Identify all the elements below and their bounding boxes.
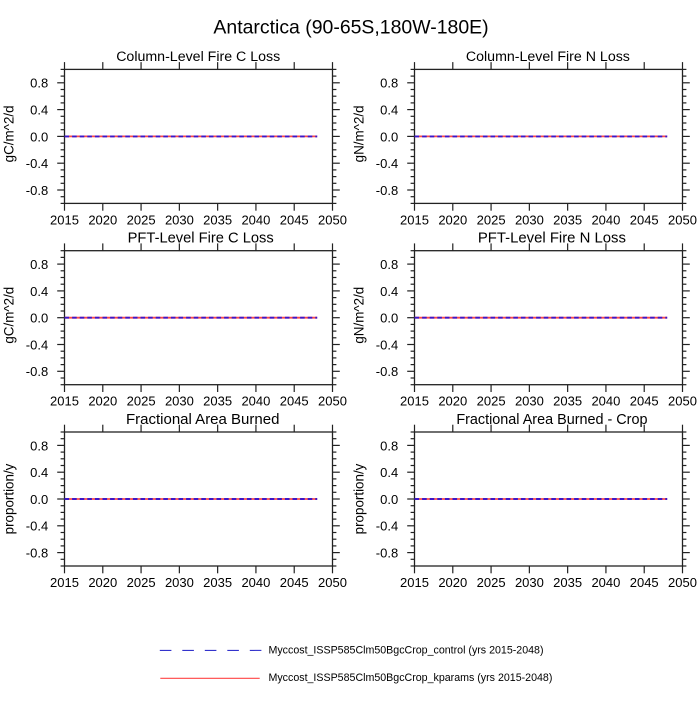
svg-text:2045: 2045 <box>280 394 309 409</box>
svg-text:2025: 2025 <box>477 212 506 227</box>
svg-text:-0.8: -0.8 <box>376 546 398 561</box>
svg-text:2030: 2030 <box>165 212 194 227</box>
svg-text:Myccost_ISSP585Clm50BgcCrop_kp: Myccost_ISSP585Clm50BgcCrop_kparams (yrs… <box>269 672 553 684</box>
svg-text:2040: 2040 <box>591 212 620 227</box>
svg-text:2050: 2050 <box>668 212 697 227</box>
svg-text:-0.8: -0.8 <box>26 546 48 561</box>
svg-text:2050: 2050 <box>318 394 347 409</box>
svg-text:0.8: 0.8 <box>380 438 398 453</box>
svg-text:2020: 2020 <box>88 394 117 409</box>
svg-text:2045: 2045 <box>630 212 659 227</box>
svg-text:2020: 2020 <box>438 212 467 227</box>
svg-text:2050: 2050 <box>668 394 697 409</box>
svg-text:0.8: 0.8 <box>380 76 398 91</box>
svg-text:2035: 2035 <box>553 212 582 227</box>
svg-text:2045: 2045 <box>280 212 309 227</box>
svg-text:gC/m^2/d: gC/m^2/d <box>2 287 17 344</box>
svg-text:-0.4: -0.4 <box>376 337 398 352</box>
svg-text:2030: 2030 <box>515 212 544 227</box>
svg-text:2015: 2015 <box>400 212 429 227</box>
svg-text:0.8: 0.8 <box>30 257 48 272</box>
svg-text:2015: 2015 <box>400 575 429 590</box>
svg-text:2045: 2045 <box>630 575 659 590</box>
svg-text:0.4: 0.4 <box>30 103 48 118</box>
svg-text:0.0: 0.0 <box>380 129 398 144</box>
svg-text:2040: 2040 <box>591 575 620 590</box>
svg-text:2030: 2030 <box>165 575 194 590</box>
svg-text:2030: 2030 <box>515 575 544 590</box>
svg-text:-0.4: -0.4 <box>26 519 48 534</box>
svg-text:2035: 2035 <box>203 575 232 590</box>
svg-text:2035: 2035 <box>553 575 582 590</box>
svg-text:gN/m^2/d: gN/m^2/d <box>352 105 367 162</box>
svg-text:2035: 2035 <box>553 394 582 409</box>
svg-text:0.0: 0.0 <box>380 311 398 326</box>
svg-text:2020: 2020 <box>438 394 467 409</box>
svg-text:2050: 2050 <box>318 212 347 227</box>
svg-text:2045: 2045 <box>280 575 309 590</box>
svg-text:0.8: 0.8 <box>30 76 48 91</box>
svg-text:0.8: 0.8 <box>30 438 48 453</box>
svg-text:Column-Level Fire N Loss: Column-Level Fire N Loss <box>466 49 630 65</box>
svg-text:0.0: 0.0 <box>30 311 48 326</box>
svg-text:-0.4: -0.4 <box>26 156 48 171</box>
svg-text:2015: 2015 <box>400 394 429 409</box>
svg-text:2040: 2040 <box>241 575 270 590</box>
svg-text:-0.4: -0.4 <box>26 337 48 352</box>
svg-text:-0.8: -0.8 <box>26 183 48 198</box>
svg-text:proportion/y: proportion/y <box>2 463 17 534</box>
svg-text:2040: 2040 <box>591 394 620 409</box>
svg-text:0.4: 0.4 <box>30 284 48 299</box>
svg-text:2025: 2025 <box>127 575 156 590</box>
svg-text:2025: 2025 <box>477 394 506 409</box>
svg-text:2035: 2035 <box>203 212 232 227</box>
svg-text:gN/m^2/d: gN/m^2/d <box>352 287 367 344</box>
svg-text:2045: 2045 <box>630 394 659 409</box>
svg-text:gC/m^2/d: gC/m^2/d <box>2 105 17 162</box>
svg-text:-0.4: -0.4 <box>376 519 398 534</box>
svg-text:0.0: 0.0 <box>30 129 48 144</box>
svg-text:2030: 2030 <box>165 394 194 409</box>
svg-text:-0.8: -0.8 <box>376 364 398 379</box>
svg-text:2020: 2020 <box>88 212 117 227</box>
svg-text:Fractional Area Burned: Fractional Area Burned <box>126 411 279 428</box>
svg-text:2025: 2025 <box>127 394 156 409</box>
svg-text:PFT-Level Fire N Loss: PFT-Level Fire N Loss <box>478 231 626 247</box>
svg-text:2015: 2015 <box>50 394 79 409</box>
svg-text:2040: 2040 <box>241 212 270 227</box>
svg-text:2025: 2025 <box>477 575 506 590</box>
svg-text:Antarctica (90-65S,180W-180E): Antarctica (90-65S,180W-180E) <box>213 17 488 39</box>
svg-text:-0.4: -0.4 <box>376 156 398 171</box>
svg-text:2020: 2020 <box>88 575 117 590</box>
svg-text:proportion/y: proportion/y <box>352 463 367 534</box>
svg-text:Fractional Area Burned - Crop: Fractional Area Burned - Crop <box>456 412 647 428</box>
svg-text:0.4: 0.4 <box>380 103 398 118</box>
svg-text:0.4: 0.4 <box>380 284 398 299</box>
svg-text:2015: 2015 <box>50 575 79 590</box>
svg-text:2050: 2050 <box>668 575 697 590</box>
svg-text:PFT-Level Fire C Loss: PFT-Level Fire C Loss <box>128 231 274 247</box>
svg-text:0.8: 0.8 <box>380 257 398 272</box>
svg-text:-0.8: -0.8 <box>26 364 48 379</box>
svg-text:Myccost_ISSP585Clm50BgcCrop_co: Myccost_ISSP585Clm50BgcCrop_control (yrs… <box>269 644 544 656</box>
svg-text:2015: 2015 <box>50 212 79 227</box>
svg-text:0.0: 0.0 <box>380 492 398 507</box>
svg-text:0.0: 0.0 <box>30 492 48 507</box>
svg-text:2050: 2050 <box>318 575 347 590</box>
svg-text:-0.8: -0.8 <box>376 183 398 198</box>
svg-text:0.4: 0.4 <box>380 465 398 480</box>
svg-text:2030: 2030 <box>515 394 544 409</box>
svg-text:Column-Level Fire C Loss: Column-Level Fire C Loss <box>116 49 280 65</box>
svg-text:0.4: 0.4 <box>30 465 48 480</box>
svg-text:2040: 2040 <box>241 394 270 409</box>
svg-text:2020: 2020 <box>438 575 467 590</box>
svg-text:2025: 2025 <box>127 212 156 227</box>
svg-text:2035: 2035 <box>203 394 232 409</box>
